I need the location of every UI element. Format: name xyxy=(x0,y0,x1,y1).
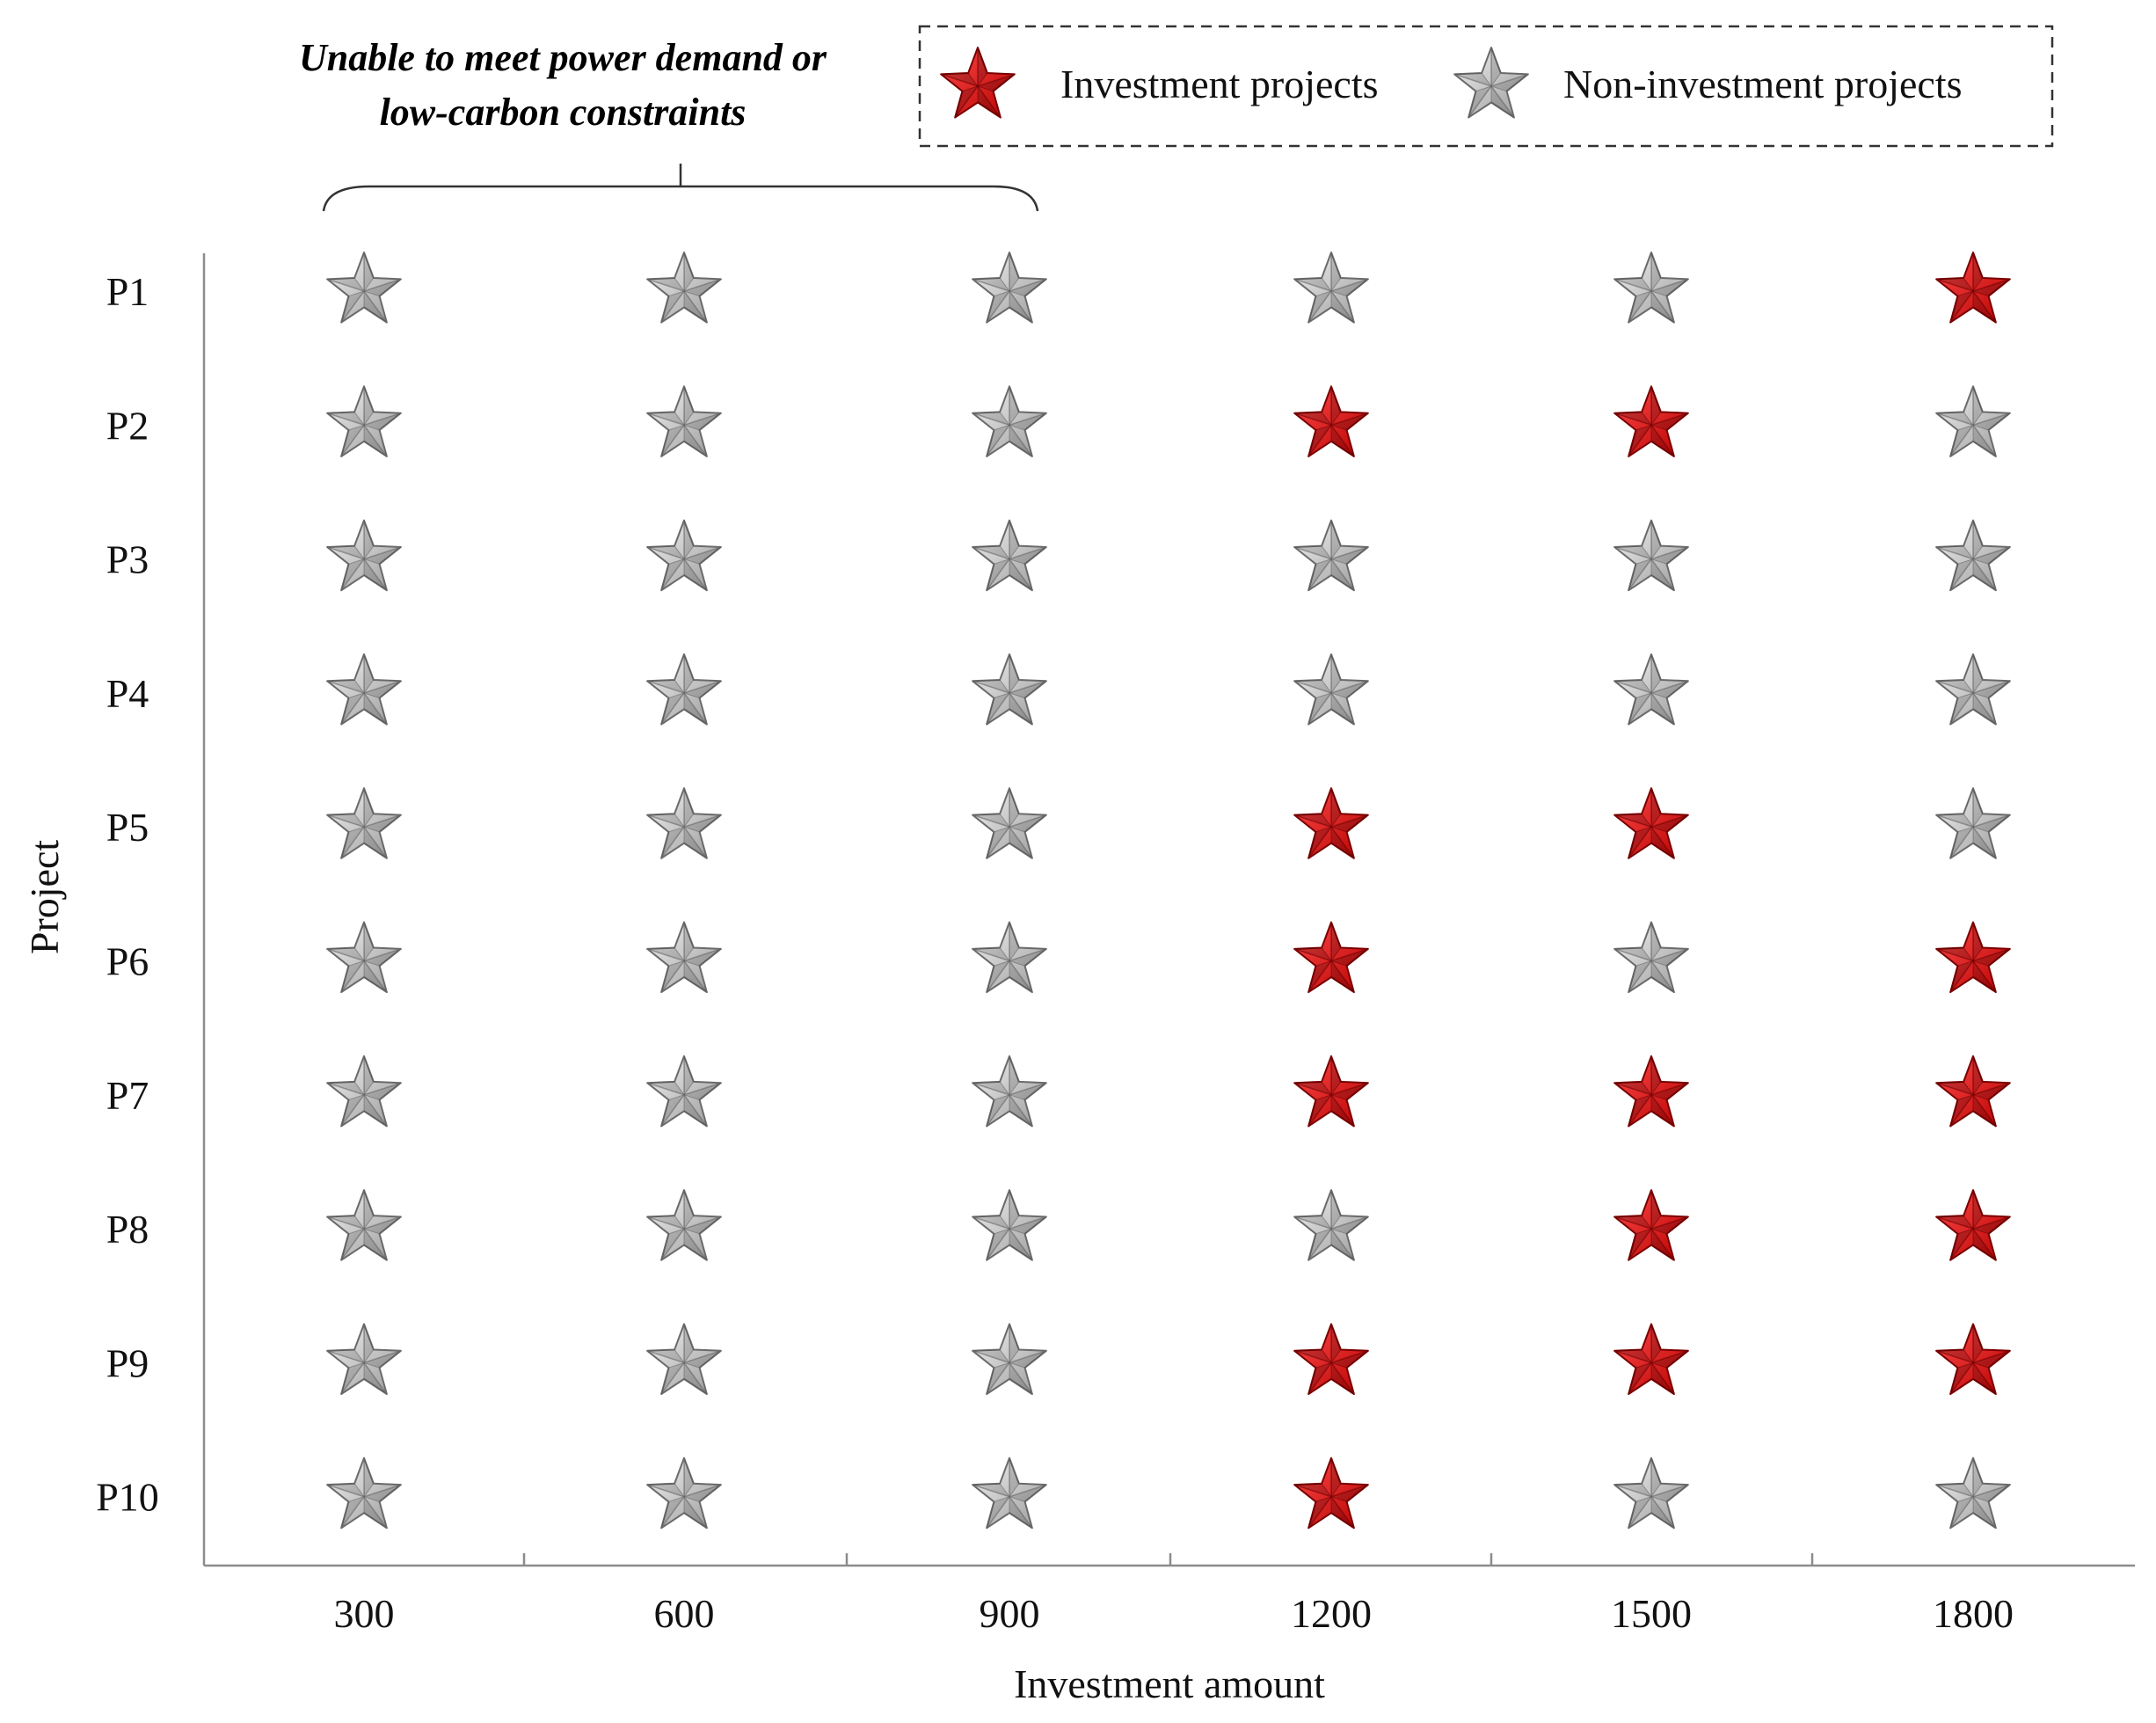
legend-non-investment-label: Non-investment projects xyxy=(1563,62,1963,106)
non-investment-star-icon xyxy=(1293,519,1369,592)
non-investment-star-icon xyxy=(326,519,402,592)
y-tick-label: P6 xyxy=(106,939,149,984)
non-investment-star-icon xyxy=(972,385,1047,457)
y-axis-title: Project xyxy=(22,840,67,955)
non-investment-star-icon xyxy=(326,921,402,994)
legend: Investment projects Non-investment proje… xyxy=(918,25,2054,148)
non-investment-star-icon xyxy=(646,1055,722,1128)
non-investment-star-icon xyxy=(972,921,1047,994)
investment-star-icon xyxy=(1935,1055,2011,1128)
non-investment-star-icon xyxy=(1293,252,1369,324)
y-tick-label: P9 xyxy=(106,1340,149,1385)
non-investment-star-icon xyxy=(646,653,722,726)
non-investment-star-icon xyxy=(972,787,1047,859)
investment-star-icon xyxy=(1935,921,2011,994)
y-tick-label: P8 xyxy=(106,1207,149,1252)
non-investment-star-icon xyxy=(1613,653,1689,726)
annotation-brace xyxy=(322,164,1039,212)
x-tick-label: 1800 xyxy=(1933,1591,2014,1636)
non-investment-star-icon xyxy=(972,1055,1047,1128)
legend-box xyxy=(918,25,2054,148)
non-investment-star-icon xyxy=(1935,787,2011,859)
annotation-line-2: low-carbon constraints xyxy=(380,91,747,134)
non-investment-star-icon xyxy=(326,1323,402,1395)
non-investment-star-icon xyxy=(646,385,722,457)
y-tick-label: P3 xyxy=(106,537,149,582)
investment-star-icon xyxy=(1613,787,1689,859)
non-investment-star-icon xyxy=(646,519,722,592)
y-tick-label: P5 xyxy=(106,805,149,850)
y-tick-label: P7 xyxy=(106,1073,149,1118)
non-investment-star-icon xyxy=(972,1323,1047,1395)
x-tick-label: 600 xyxy=(654,1591,715,1636)
non-investment-star-icon xyxy=(326,1055,402,1128)
non-investment-star-icon xyxy=(972,252,1047,324)
non-investment-star-icon xyxy=(326,1189,402,1261)
investment-star-icon xyxy=(1613,1055,1689,1128)
non-investment-star-icon xyxy=(1613,1457,1689,1530)
non-investment-star-icon xyxy=(972,1189,1047,1261)
non-investment-star-icon xyxy=(646,1323,722,1395)
x-tick-label: 1200 xyxy=(1291,1591,1372,1636)
non-investment-star-icon xyxy=(646,1189,722,1261)
non-investment-star-icon xyxy=(972,653,1047,726)
non-investment-star-icon xyxy=(1935,519,2011,592)
investment-star-icon xyxy=(1293,921,1369,994)
non-investment-star-icon xyxy=(1935,653,2011,726)
x-axis-title: Investment amount xyxy=(1014,1661,1325,1706)
non-investment-star-icon xyxy=(1935,385,2011,457)
x-axis-ticks xyxy=(522,1553,1814,1566)
non-investment-star-icon xyxy=(1293,653,1369,726)
x-tick-label: 900 xyxy=(980,1591,1040,1636)
non-investment-star-icon xyxy=(326,1457,402,1530)
non-investment-star-icon xyxy=(326,385,402,457)
y-tick-label: P4 xyxy=(106,671,149,716)
investment-star-icon xyxy=(1293,1323,1369,1395)
investment-star-icon xyxy=(1293,1055,1369,1128)
investment-star-icon xyxy=(1613,1189,1689,1261)
non-investment-star-icon xyxy=(646,1457,722,1530)
non-investment-star-icon xyxy=(646,921,722,994)
investment-star-icon xyxy=(1613,385,1689,457)
non-investment-star-icon xyxy=(972,519,1047,592)
investment-star-icon xyxy=(1613,1323,1689,1395)
non-investment-star-icon xyxy=(1293,1189,1369,1261)
y-tick-label: P2 xyxy=(106,403,149,448)
non-investment-star-icon xyxy=(1613,519,1689,592)
non-investment-star-icon xyxy=(646,787,722,859)
legend-investment-star-icon xyxy=(940,47,1016,119)
x-axis-tick-labels: 300 600 900 1200 1500 1800 xyxy=(334,1591,2014,1636)
non-investment-star-icon xyxy=(1613,921,1689,994)
investment-star-icon xyxy=(1293,385,1369,457)
non-investment-star-icon xyxy=(326,653,402,726)
y-tick-label: P1 xyxy=(106,269,149,314)
x-tick-label: 300 xyxy=(334,1591,395,1636)
legend-investment-label: Investment projects xyxy=(1060,62,1379,106)
non-investment-star-icon xyxy=(326,787,402,859)
investment-star-icon xyxy=(1935,1323,2011,1395)
star-grid xyxy=(326,252,2011,1530)
non-investment-star-icon xyxy=(326,252,402,324)
investment-star-icon xyxy=(1935,252,2011,324)
non-investment-star-icon xyxy=(646,252,722,324)
x-tick-label: 1500 xyxy=(1611,1591,1692,1636)
y-axis-tick-labels: P1 P2 P3 P4 P5 P6 P7 P8 P9 P10 xyxy=(96,269,159,1520)
non-investment-star-icon xyxy=(972,1457,1047,1530)
investment-star-icon xyxy=(1293,787,1369,859)
annotation-line-1: Unable to meet power demand or xyxy=(299,36,827,79)
non-investment-star-icon xyxy=(1613,252,1689,324)
y-tick-label: P10 xyxy=(96,1475,159,1520)
investment-star-icon xyxy=(940,47,1016,119)
investment-star-icon xyxy=(1293,1457,1369,1530)
investment-star-icon xyxy=(1935,1189,2011,1261)
non-investment-star-icon xyxy=(1453,47,1529,119)
non-investment-star-icon xyxy=(1935,1457,2011,1530)
legend-non-investment-star-icon xyxy=(1453,47,1529,119)
